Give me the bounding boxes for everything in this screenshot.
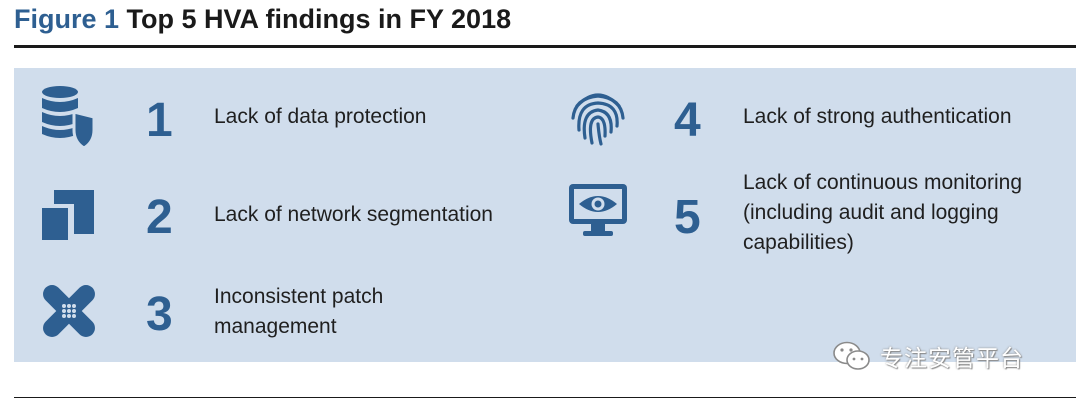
finding-5-label: Lack of continuous monitoring (including… <box>743 171 1022 254</box>
finding-4-label: Lack of strong authentication <box>743 105 1012 128</box>
findings-panel: 1 Lack of data protection 2 Lack of netw… <box>14 68 1076 362</box>
bottom-divider <box>14 397 1076 398</box>
monitor-eye-icon <box>567 178 629 240</box>
figure-title-text: Top 5 HVA findings in FY 2018 <box>126 4 512 34</box>
finding-3-label: Inconsistent patch management <box>214 285 384 338</box>
finding-1-number: 1 <box>146 94 173 147</box>
finding-2-number: 2 <box>146 191 173 244</box>
database-shield-icon <box>38 84 100 146</box>
bandage-patch-icon <box>38 280 100 342</box>
wechat-icon <box>832 340 872 372</box>
fingerprint-icon <box>567 86 629 148</box>
finding-5-number: 5 <box>674 191 701 244</box>
watermark: 专注安管平台 <box>832 336 1024 376</box>
finding-4-number: 4 <box>674 94 701 147</box>
network-segment-icon <box>38 184 100 246</box>
finding-2-label: Lack of network segmentation <box>214 203 493 226</box>
figure-title: Figure 1 Top 5 HVA findings in FY 2018 <box>14 4 511 35</box>
figure-label: Figure 1 <box>14 4 120 34</box>
finding-1-label: Lack of data protection <box>214 105 427 128</box>
finding-3-number: 3 <box>146 288 173 341</box>
watermark-text: 专注安管平台 <box>880 346 1024 372</box>
title-divider <box>14 45 1076 48</box>
